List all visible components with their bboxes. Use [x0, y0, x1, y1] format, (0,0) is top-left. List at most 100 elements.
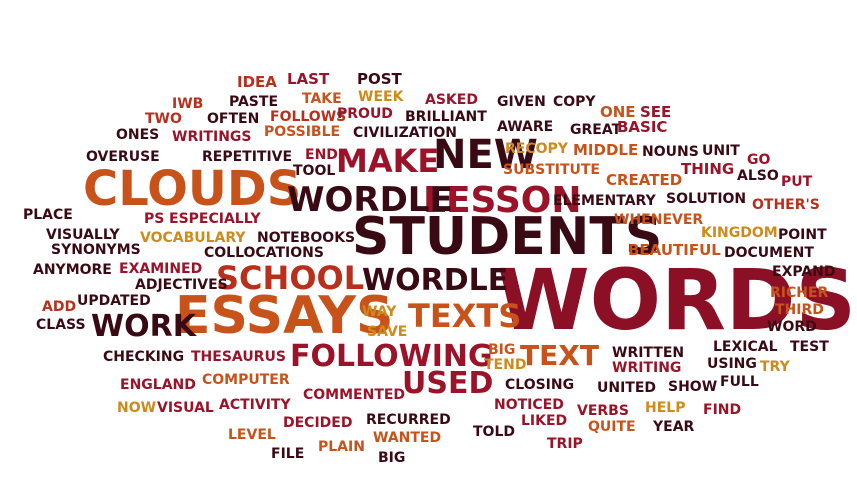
word-ps: PS [144, 211, 165, 227]
word-often: OFTEN [207, 111, 260, 127]
word-told: TOLD [473, 424, 515, 440]
word-text: TEXT [520, 339, 599, 372]
word-noticed: NOTICED [494, 397, 564, 413]
word-quite: QUITE [588, 419, 636, 435]
word-visually: VISUALLY [46, 227, 120, 243]
word-updated: UPDATED [77, 293, 151, 309]
word-big: BIG [488, 342, 516, 358]
word-point: POINT [778, 227, 827, 243]
word-basic: BASIC [617, 118, 668, 136]
word-make: MAKE [336, 142, 440, 180]
word-synonyms: SYNONYMS [51, 242, 141, 258]
word-now: NOW [117, 400, 157, 416]
word-substitute: SUBSTITUTE [503, 162, 600, 178]
word-decided: DECIDED [283, 415, 353, 431]
word-vocabulary: VOCABULARY [140, 230, 246, 246]
word-checking: CHECKING [103, 349, 185, 365]
word-way: WAY [362, 304, 397, 320]
word-following: FOLLOWING [290, 339, 493, 374]
word-england: ENGLAND [120, 377, 196, 393]
word-plain: PLAIN [318, 439, 365, 455]
word-place: PLACE [23, 207, 73, 223]
word-recurred: RECURRED [366, 412, 451, 428]
word-writings: WRITINGS [172, 129, 252, 145]
word-great: GREAT [570, 122, 622, 138]
word-iwb: IWB [172, 96, 204, 112]
word-thing: THING [681, 160, 735, 178]
word-end: END [305, 147, 338, 163]
word-collocations: COLLOCATIONS [204, 245, 324, 261]
word-level: LEVEL [228, 427, 276, 443]
word-thesaurus: THESAURUS [191, 349, 286, 365]
word-idea: IDEA [237, 73, 277, 91]
word-expand: EXPAND [772, 264, 836, 280]
word-follows: FOLLOWS [270, 109, 347, 125]
word-last: LAST [287, 70, 330, 88]
word-year: YEAR [653, 419, 695, 435]
word-especially: ESPECIALLY [169, 211, 261, 227]
word-clouds: CLOUDS [83, 161, 302, 217]
word-activity: ACTIVITY [219, 397, 291, 413]
word-nouns: NOUNS [642, 144, 699, 160]
word-recopy: RECOPY [505, 141, 568, 157]
word-show: SHOW [668, 379, 718, 395]
word-brilliant: BRILLIANT [405, 109, 487, 125]
word-writing: WRITING [612, 360, 682, 376]
word-words: WORDS [497, 251, 856, 349]
word-copy: COPY [553, 94, 596, 110]
word-whenever: WHENEVER [614, 212, 704, 228]
word-richer: RICHER [770, 285, 829, 301]
word-used: USED [402, 366, 494, 401]
word-elementary: ELEMENTARY [553, 193, 656, 209]
word-trip: TRIP [547, 436, 583, 452]
word-lesson: LESSON [423, 180, 582, 221]
word-see: SEE [640, 103, 672, 121]
word-essays: ESSAYS [175, 286, 394, 346]
word-class: CLASS [36, 317, 86, 333]
word-examined: EXAMINED [119, 261, 203, 277]
word-one: ONE [600, 103, 636, 121]
word-work: WORK [91, 309, 196, 344]
word-put: PUT [781, 174, 813, 190]
word-find: FIND [703, 402, 742, 418]
word-go: GO [747, 152, 771, 168]
word-other-s: OTHER'S [752, 197, 820, 213]
word-also: ALSO [737, 168, 779, 184]
word-take: TAKE [302, 91, 342, 107]
word-third: THIRD [775, 302, 824, 318]
word-full: FULL [720, 374, 759, 390]
word-new: NEW [433, 132, 538, 178]
word-united: UNITED [597, 380, 657, 396]
word-repetitive: REPETITIVE [202, 149, 293, 165]
word-using: USING [707, 356, 757, 372]
word-closing: CLOSING [505, 377, 575, 393]
word-liked: LIKED [521, 413, 568, 429]
word-ones: ONES [116, 127, 160, 143]
word-week: WEEK [358, 89, 404, 105]
word-big: BIG [378, 450, 406, 466]
word-proud: PROUD [337, 106, 393, 122]
word-solution: SOLUTION [666, 191, 747, 207]
word-asked: ASKED [425, 92, 478, 108]
word-commented: COMMENTED [303, 387, 406, 403]
word-created: CREATED [606, 171, 683, 189]
word-anymore: ANYMORE [33, 262, 112, 278]
word-test: TEST [790, 339, 829, 355]
word-lexical: LEXICAL [713, 339, 778, 355]
word-wanted: WANTED [373, 430, 442, 446]
word-word: WORD [767, 319, 817, 335]
word-help: HELP [645, 400, 686, 416]
word-wordle: WORDLE [362, 263, 509, 298]
word-school: SCHOOL [216, 259, 365, 297]
word-aware: AWARE [497, 119, 554, 135]
word-overuse: OVERUSE [86, 149, 160, 165]
word-visual: VISUAL [157, 400, 214, 416]
word-possible: POSSIBLE [264, 124, 341, 140]
word-try: TRY [760, 359, 790, 375]
word-document: DOCUMENT [724, 245, 814, 261]
word-post: POST [357, 70, 402, 88]
word-add: ADD [42, 299, 77, 315]
word-civilization: CIVILIZATION [353, 125, 457, 141]
word-texts: TEXTS [408, 297, 522, 335]
